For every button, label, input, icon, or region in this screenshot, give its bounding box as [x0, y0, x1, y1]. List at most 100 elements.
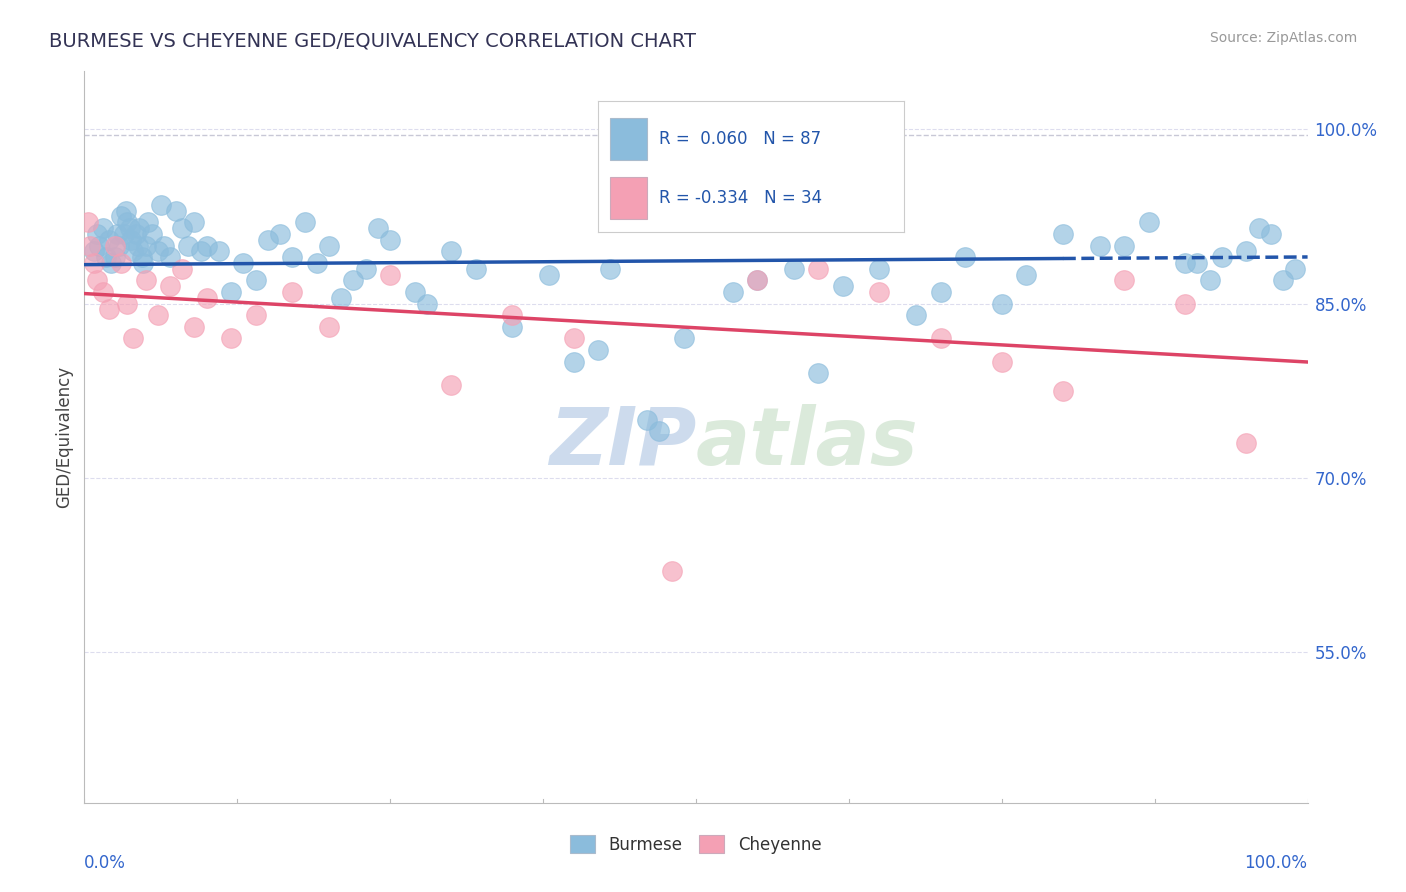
- Point: [86, 227, 108, 241]
- Point: [1114, 238, 1136, 252]
- Point: [195, 238, 218, 252]
- Point: [1236, 436, 1258, 450]
- Point: [257, 233, 280, 247]
- Point: [464, 261, 486, 276]
- Point: [83, 244, 105, 259]
- Point: [807, 261, 830, 276]
- Point: [807, 366, 830, 380]
- Point: [77, 215, 100, 229]
- Legend: Burmese, Cheyenne: Burmese, Cheyenne: [564, 829, 828, 860]
- Point: [648, 424, 671, 438]
- Point: [150, 198, 173, 212]
- Point: [661, 564, 683, 578]
- Point: [869, 261, 891, 276]
- Point: [330, 291, 353, 305]
- Point: [294, 215, 316, 229]
- Text: atlas: atlas: [696, 404, 918, 482]
- Point: [783, 261, 806, 276]
- Point: [586, 343, 609, 357]
- Point: [281, 285, 304, 299]
- Point: [127, 238, 149, 252]
- Point: [83, 256, 105, 270]
- Point: [190, 244, 212, 259]
- Text: ZIP: ZIP: [548, 404, 696, 482]
- Point: [245, 308, 267, 322]
- Point: [159, 279, 181, 293]
- Point: [599, 261, 621, 276]
- Point: [869, 285, 891, 299]
- Point: [318, 319, 340, 334]
- Point: [380, 268, 402, 282]
- Point: [232, 256, 254, 270]
- Point: [354, 261, 377, 276]
- Point: [929, 331, 952, 345]
- Point: [115, 203, 138, 218]
- Point: [159, 250, 181, 264]
- Point: [112, 227, 135, 241]
- Point: [636, 412, 658, 426]
- Point: [747, 273, 769, 287]
- Point: [562, 354, 585, 368]
- Point: [91, 285, 114, 299]
- Point: [100, 256, 122, 270]
- Point: [1015, 268, 1038, 282]
- Point: [1174, 256, 1197, 270]
- Point: [172, 221, 194, 235]
- Point: [104, 238, 127, 252]
- Point: [440, 244, 463, 259]
- Point: [141, 227, 163, 241]
- Point: [1284, 261, 1306, 276]
- Point: [905, 308, 928, 322]
- Point: [502, 319, 524, 334]
- Point: [153, 238, 176, 252]
- Text: Source: ZipAtlas.com: Source: ZipAtlas.com: [1209, 31, 1357, 45]
- Point: [281, 250, 304, 264]
- Point: [128, 221, 150, 235]
- Point: [177, 238, 200, 252]
- Point: [709, 215, 731, 229]
- Point: [115, 215, 138, 229]
- Text: BURMESE VS CHEYENNE GED/EQUIVALENCY CORRELATION CHART: BURMESE VS CHEYENNE GED/EQUIVALENCY CORR…: [49, 31, 696, 50]
- Point: [831, 279, 853, 293]
- Point: [953, 250, 976, 264]
- Point: [721, 285, 744, 299]
- Point: [135, 273, 157, 287]
- Point: [87, 238, 110, 252]
- Point: [107, 238, 129, 252]
- Point: [416, 296, 439, 310]
- Point: [1247, 221, 1270, 235]
- Point: [245, 273, 267, 287]
- Point: [131, 250, 153, 264]
- Point: [1236, 244, 1258, 259]
- Point: [219, 331, 242, 345]
- Point: [269, 227, 291, 241]
- Point: [86, 273, 108, 287]
- Point: [79, 238, 101, 252]
- Point: [1198, 273, 1220, 287]
- Point: [97, 302, 120, 317]
- Point: [97, 233, 120, 247]
- Point: [165, 203, 187, 218]
- Text: 0.0%: 0.0%: [84, 854, 127, 872]
- Point: [1187, 256, 1209, 270]
- Point: [1088, 238, 1111, 252]
- Point: [122, 331, 145, 345]
- Point: [110, 256, 132, 270]
- Point: [104, 250, 127, 264]
- Point: [747, 273, 769, 287]
- Point: [380, 233, 402, 247]
- Point: [991, 354, 1014, 368]
- Point: [404, 285, 426, 299]
- Point: [219, 285, 242, 299]
- Point: [120, 233, 142, 247]
- Point: [929, 285, 952, 299]
- Point: [183, 319, 205, 334]
- Point: [96, 250, 118, 264]
- Point: [502, 308, 524, 322]
- Point: [1211, 250, 1233, 264]
- Point: [125, 227, 148, 241]
- Point: [1174, 296, 1197, 310]
- Y-axis label: GED/Equivalency: GED/Equivalency: [55, 366, 73, 508]
- Point: [208, 244, 231, 259]
- Point: [195, 291, 218, 305]
